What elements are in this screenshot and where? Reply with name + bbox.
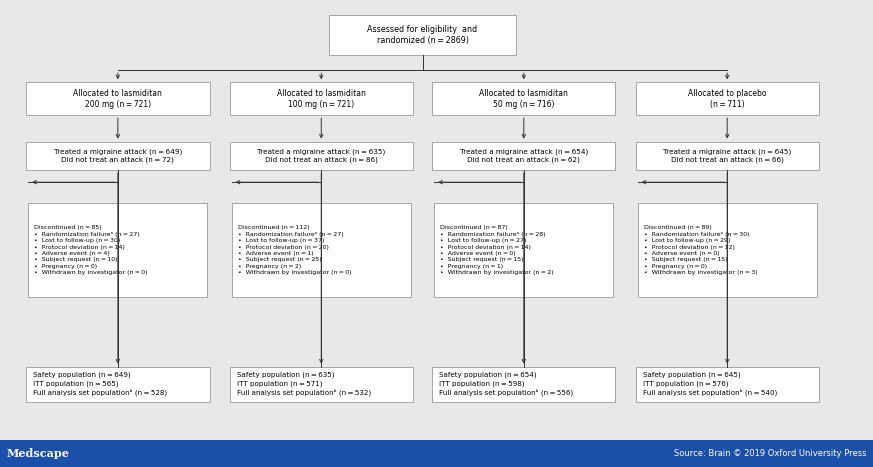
Text: Allocated to lasmiditan
100 mg (n = 721): Allocated to lasmiditan 100 mg (n = 721): [277, 89, 366, 109]
Text: Allocated to lasmiditan
50 mg (n = 716): Allocated to lasmiditan 50 mg (n = 716): [479, 89, 568, 109]
Text: Assessed for eligibility  and
randomized (n = 2869): Assessed for eligibility and randomized …: [368, 25, 478, 45]
FancyBboxPatch shape: [432, 82, 615, 115]
Text: Treated a migraine attack (n = 645)
Did not treat an attack (n = 66): Treated a migraine attack (n = 645) Did …: [663, 149, 791, 163]
Text: Source: Brain © 2019 Oxford University Press: Source: Brain © 2019 Oxford University P…: [673, 449, 866, 458]
Text: Discontinued (n = 112)
•  Randomization failureᵃ (n = 27)
•  Lost to follow-up (: Discontinued (n = 112) • Randomization f…: [237, 225, 352, 275]
Text: Safety population (n = 635)
ITT population (n = 571)
Full analysis set populatio: Safety population (n = 635) ITT populati…: [237, 372, 371, 396]
Text: Treated a migraine attack (n = 635)
Did not treat an attack (n = 86): Treated a migraine attack (n = 635) Did …: [258, 149, 385, 163]
FancyBboxPatch shape: [26, 82, 210, 115]
Text: Discontinued (n = 87)
•  Randomization failureᵃ (n = 28)
•  Lost to follow-up (n: Discontinued (n = 87) • Randomization fa…: [440, 225, 554, 275]
FancyBboxPatch shape: [637, 203, 816, 297]
FancyBboxPatch shape: [26, 142, 210, 170]
Text: Safety population (n = 645)
ITT population (n = 576)
Full analysis set populatio: Safety population (n = 645) ITT populati…: [643, 372, 777, 396]
FancyBboxPatch shape: [26, 367, 210, 402]
FancyBboxPatch shape: [636, 142, 819, 170]
Text: Allocated to placebo
(n = 711): Allocated to placebo (n = 711): [688, 89, 766, 109]
Text: Safety population (n = 654)
ITT population (n = 598)
Full analysis set populatio: Safety population (n = 654) ITT populati…: [439, 372, 574, 396]
Text: Allocated to lasmiditan
200 mg (n = 721): Allocated to lasmiditan 200 mg (n = 721): [73, 89, 162, 109]
FancyBboxPatch shape: [329, 15, 517, 55]
FancyBboxPatch shape: [232, 203, 411, 297]
Text: Treated a migraine attack (n = 649)
Did not treat an attack (n = 72): Treated a migraine attack (n = 649) Did …: [54, 149, 182, 163]
FancyBboxPatch shape: [29, 203, 208, 297]
Text: Discontinued (n = 89)
•  Randomization failureᵃ (n = 30)
•  Lost to follow-up (n: Discontinued (n = 89) • Randomization fa…: [644, 225, 758, 275]
Text: Safety population (n = 649)
ITT population (n = 565)
Full analysis set populatio: Safety population (n = 649) ITT populati…: [33, 372, 168, 396]
FancyBboxPatch shape: [230, 367, 413, 402]
FancyBboxPatch shape: [432, 367, 615, 402]
Text: Treated a migraine attack (n = 654)
Did not treat an attack (n = 62): Treated a migraine attack (n = 654) Did …: [460, 149, 588, 163]
Text: Discontinued (n = 85)
•  Randomization failureᵃ (n = 27)
•  Lost to follow-up (n: Discontinued (n = 85) • Randomization fa…: [35, 225, 148, 275]
FancyBboxPatch shape: [636, 367, 819, 402]
FancyBboxPatch shape: [636, 82, 819, 115]
FancyBboxPatch shape: [432, 142, 615, 170]
FancyBboxPatch shape: [230, 142, 413, 170]
FancyBboxPatch shape: [230, 82, 413, 115]
FancyBboxPatch shape: [435, 203, 613, 297]
Text: Medscape: Medscape: [7, 448, 70, 459]
